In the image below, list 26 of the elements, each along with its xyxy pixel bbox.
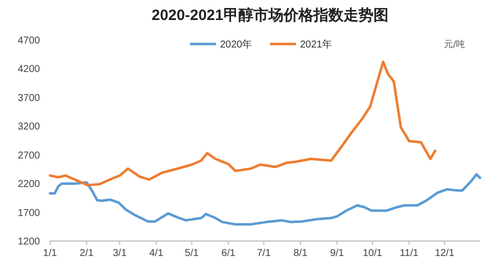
- y-tick-label: 2700: [18, 150, 40, 162]
- x-tick-label: 8/1: [293, 248, 308, 259]
- y-tick-label: 4200: [18, 64, 40, 76]
- y-tick-label: 1700: [18, 208, 40, 219]
- y-tick-label: 3200: [18, 122, 40, 133]
- y-tick-label: 2200: [18, 179, 40, 190]
- x-tick-label: 9/1: [330, 248, 344, 259]
- x-tick-label: 2/1: [80, 248, 94, 259]
- x-tick-label: 11/1: [400, 248, 419, 259]
- chart-title: 2020-2021甲醇市场价格指数走势图: [152, 6, 388, 24]
- annotation: 元/吨: [444, 39, 465, 50]
- y-tick-label: 3700: [18, 92, 40, 104]
- x-tick-label: 12/1: [434, 248, 455, 259]
- x-tick-label: 6/1: [221, 248, 236, 259]
- line-series: [48, 173, 482, 226]
- legend-label: 2021年: [300, 38, 332, 50]
- x-tick-label: 10/1: [362, 248, 383, 259]
- x-tick-label: 1/1: [43, 248, 58, 259]
- x-tick-label: 3/1: [112, 248, 128, 259]
- y-tick-label: 4700: [18, 36, 40, 46]
- y-tick-label: 1200: [18, 236, 40, 248]
- line-series: [48, 60, 436, 187]
- x-tick-label: 5/1: [184, 248, 200, 259]
- x-tick-label: 7/1: [256, 248, 272, 259]
- x-tick-label: 4/1: [149, 248, 164, 259]
- legend-label: 2020年: [220, 38, 252, 50]
